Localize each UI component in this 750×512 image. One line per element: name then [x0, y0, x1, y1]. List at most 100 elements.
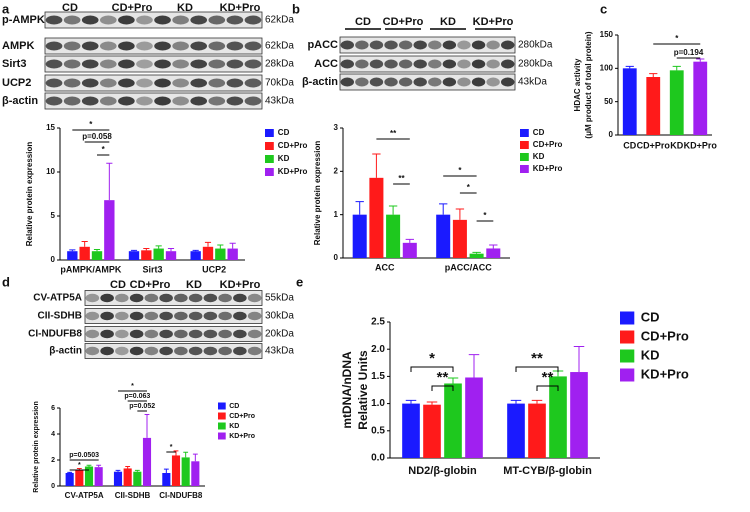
blot-band [226, 15, 244, 25]
bar [528, 403, 546, 458]
blot-band [247, 311, 262, 321]
bar [181, 457, 190, 486]
blot-band [233, 329, 247, 339]
blot-band [188, 311, 203, 321]
y-axis-label: (μM product of total protein) [584, 31, 593, 138]
y-tick-label: 3 [334, 123, 339, 132]
legend-swatch [520, 153, 529, 161]
error-bar [455, 208, 465, 220]
blot-band [172, 41, 189, 51]
significance-label: ** [437, 369, 449, 386]
error-bar [229, 242, 236, 249]
blot-band [233, 293, 247, 303]
blot-band [208, 96, 226, 106]
blot-band [190, 78, 208, 88]
blot-band [45, 96, 63, 106]
bar [84, 466, 94, 486]
bar [386, 214, 401, 258]
blot-band [486, 77, 500, 87]
error-bar [426, 401, 438, 405]
bar [402, 403, 420, 458]
blot-band [413, 59, 427, 69]
bar [65, 473, 74, 486]
blot-size-label: 30kDa [265, 311, 294, 322]
blot-band [398, 40, 413, 50]
y-tick-label: 1.5 [371, 371, 385, 382]
blot-band [384, 40, 398, 50]
blot-strip [84, 343, 263, 359]
bar [123, 468, 132, 486]
significance-label: ** [390, 129, 397, 138]
legend-label: CD [278, 128, 290, 137]
blot-band [218, 329, 232, 339]
blot-band [136, 96, 153, 106]
legend-label: CD [229, 403, 239, 410]
bar [669, 70, 684, 135]
blot-row-label: UCP2 [2, 77, 31, 89]
bar [153, 248, 164, 260]
blot-band [501, 77, 515, 87]
y-tick-label: 2 [51, 457, 55, 464]
error-bar [192, 249, 199, 252]
bar [104, 200, 115, 260]
blot-band [218, 293, 232, 303]
legend-swatch [218, 412, 226, 420]
blot-band [154, 41, 171, 51]
error-bar [388, 205, 398, 215]
blot-band [188, 293, 203, 303]
x-tick-label: KD [670, 140, 683, 150]
blot-band [85, 311, 100, 321]
blot-band [154, 15, 171, 25]
y-axis-label: Relative protein expression [25, 142, 34, 247]
blot-group-label: CD+Pro [112, 2, 153, 14]
x-tick-label: CI-NDUFB8 [159, 491, 203, 500]
blot-band [174, 311, 188, 321]
blot-band [190, 41, 208, 51]
blot-size-label: 43kDa [265, 96, 294, 107]
legend-swatch [520, 165, 529, 173]
blot-band [118, 15, 135, 25]
bar [91, 251, 103, 260]
blot-band [118, 59, 135, 69]
legend-label: CD+Pro [533, 140, 563, 149]
blot-band [188, 329, 203, 339]
legend-label: KD [229, 423, 239, 430]
blot-band [100, 329, 114, 339]
blot-band [45, 41, 63, 51]
blot-band [233, 346, 247, 356]
bar [79, 246, 90, 260]
error-bar [192, 453, 198, 462]
significance-label: p=0.052 [129, 403, 155, 410]
blot-band [428, 59, 442, 69]
panel-label: b [292, 1, 300, 16]
blot-band [340, 59, 354, 69]
legend-label: KD+Pro [641, 366, 689, 381]
blot-band [203, 346, 218, 356]
blot-band [428, 77, 442, 87]
error-bar [649, 73, 658, 77]
blot-band [115, 311, 129, 321]
blot-row-label: β-actin [2, 95, 38, 107]
significance-bracket [410, 366, 454, 372]
blot-row-label: β-actin [49, 346, 82, 357]
blot-band [369, 77, 384, 87]
panel-label: a [2, 1, 10, 16]
blot-row-label: p-AMPK [2, 14, 45, 26]
blot-band [85, 346, 100, 356]
blot-band [355, 40, 369, 50]
bar [67, 251, 78, 260]
error-bar [69, 249, 76, 252]
blot-band [129, 293, 144, 303]
significance-label: * [483, 211, 487, 220]
blot-band [442, 77, 457, 87]
y-tick-label: 2.0 [371, 344, 385, 355]
x-tick-label: UCP2 [202, 264, 226, 274]
blot-strip [44, 92, 263, 110]
blot-band [99, 96, 117, 106]
y-tick-label: 1.0 [371, 398, 385, 409]
blot-band [63, 59, 81, 69]
x-tick-label: pAMPK/AMPK [60, 264, 121, 274]
blot-band [188, 346, 203, 356]
legend-swatch [620, 349, 635, 363]
blot-band [144, 293, 159, 303]
